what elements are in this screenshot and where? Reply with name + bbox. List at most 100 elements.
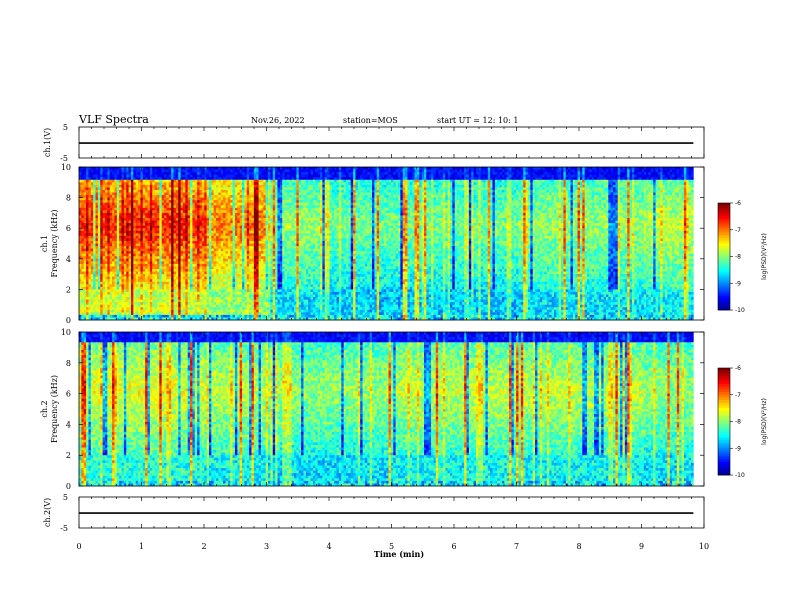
spectrogram-cell <box>145 180 148 183</box>
spectrogram-cell <box>81 264 84 267</box>
spectrogram-cell <box>145 259 148 262</box>
spectrogram-cell <box>185 289 188 292</box>
spectrogram-cell <box>84 218 87 221</box>
spectrogram-cell <box>88 210 91 213</box>
spectrogram-cell <box>171 215 174 218</box>
spectrogram-cell <box>138 282 141 285</box>
spectrogram-cell <box>169 259 172 262</box>
spectrogram-cell <box>209 300 212 303</box>
spectrogram-cell <box>218 190 221 193</box>
spectrogram-cell <box>86 223 89 226</box>
spectrogram-cell <box>178 182 181 185</box>
spectrogram-cell <box>124 198 127 201</box>
spectrogram-cell <box>183 200 186 203</box>
spectrogram-cell <box>103 182 106 185</box>
spectrogram-cell <box>159 282 162 285</box>
spectrogram-cell <box>126 236 129 239</box>
spectrogram-cell <box>129 307 132 310</box>
spectrogram-cell <box>176 203 179 206</box>
spectrogram-cell <box>226 228 229 231</box>
spectrogram-cell <box>228 238 231 241</box>
spectrogram-cell <box>103 315 106 318</box>
spectrogram-cell <box>107 205 110 208</box>
spectrogram-cell <box>88 251 91 254</box>
spectrogram-cell <box>221 185 224 188</box>
spectrogram-cell <box>211 251 214 254</box>
spectrogram-cell <box>176 231 179 234</box>
spectrogram-cell <box>143 177 146 180</box>
spectrogram-cell <box>152 172 155 175</box>
spectrogram-cell <box>93 180 96 183</box>
spectrogram-cell <box>183 307 186 310</box>
spectrogram-cell <box>200 287 203 290</box>
spectrogram-cell <box>143 236 146 239</box>
spectrogram-cell <box>216 264 219 267</box>
spectrogram-cell <box>171 182 174 185</box>
spectrogram-cell <box>107 241 110 244</box>
spectrogram-cell <box>207 172 210 175</box>
spectrogram-cell <box>214 190 217 193</box>
spectrogram-cell <box>164 289 167 292</box>
spectrogram-cell <box>200 249 203 252</box>
spectrogram-cell <box>200 302 203 305</box>
spectrogram-cell <box>131 167 134 170</box>
spectrogram-cell <box>138 310 141 313</box>
spectrogram-cell <box>228 251 231 254</box>
spectrogram-cell <box>178 203 181 206</box>
spectrogram-cell <box>195 241 198 244</box>
spectrogram-cell <box>93 292 96 295</box>
spectrogram-cell <box>119 305 122 308</box>
spectrogram-cell <box>181 282 184 285</box>
spectrogram-cell <box>185 213 188 216</box>
spectrogram-cell <box>124 172 127 175</box>
spectrogram-cell <box>131 300 134 303</box>
spectrogram-cell <box>133 198 136 201</box>
spectrogram-cell <box>159 272 162 275</box>
spectrogram-cell <box>183 300 186 303</box>
spectrogram-cell <box>155 167 158 170</box>
spectrogram-cell <box>188 182 191 185</box>
spectrogram-cell <box>169 190 172 193</box>
spectrogram-cell <box>148 300 151 303</box>
spectrogram-cell <box>155 193 158 196</box>
spectrogram-cell <box>209 208 212 211</box>
spectrogram-cell <box>148 266 151 269</box>
spectrogram-cell <box>119 187 122 190</box>
spectrogram-cell <box>107 259 110 262</box>
spectrogram-cell <box>105 312 108 315</box>
spectrogram-cell <box>129 195 132 198</box>
spectrogram-cell <box>166 256 169 259</box>
spectrogram-cell <box>122 244 125 247</box>
spectrogram-cell <box>98 182 101 185</box>
spectrogram-cell <box>230 264 233 267</box>
spectrogram-cell <box>159 167 162 170</box>
spectrogram-cell <box>162 187 165 190</box>
spectrogram-cell <box>209 310 212 313</box>
spectrogram-cell <box>174 205 177 208</box>
spectrogram-cell <box>190 264 193 267</box>
spectrogram-cell <box>143 292 146 295</box>
spectrogram-cell <box>190 302 193 305</box>
spectrogram-cell <box>166 200 169 203</box>
spectrogram-cell <box>103 241 106 244</box>
spectrogram-cell <box>126 228 129 231</box>
spectrogram-cell <box>84 274 87 277</box>
spectrogram-cell <box>138 182 141 185</box>
spectrogram-cell <box>221 233 224 236</box>
spectrogram-cell <box>114 177 117 180</box>
spectrogram-cell <box>197 279 200 282</box>
spectrogram-cell <box>174 172 177 175</box>
spectrogram-cell <box>131 246 134 249</box>
spectrogram-cell <box>114 259 117 262</box>
spectrogram-cell <box>112 213 115 216</box>
spectrogram-cell <box>112 195 115 198</box>
spectrogram-cell <box>152 315 155 318</box>
spectrogram-cell <box>110 172 113 175</box>
spectrogram-cell <box>96 241 99 244</box>
spectrogram-cell <box>145 284 148 287</box>
spectrogram-cell <box>112 233 115 236</box>
spectrogram-cell <box>207 244 210 247</box>
spectrogram-cell <box>100 193 103 196</box>
spectrogram-cell <box>228 282 231 285</box>
spectrogram-cell <box>93 289 96 292</box>
